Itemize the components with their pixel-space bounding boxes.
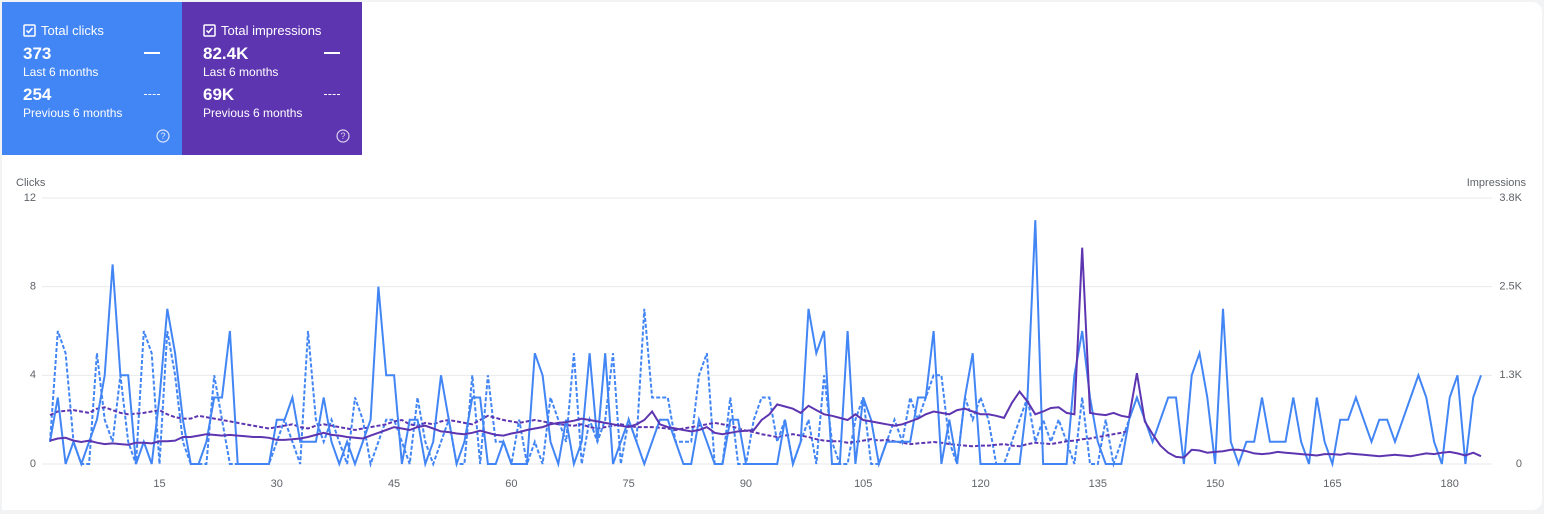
card-previous: 69K bbox=[203, 85, 235, 104]
card-previous-label: Previous 6 months bbox=[23, 106, 123, 120]
y-tick-label: 8 bbox=[30, 281, 36, 293]
card-current-label: Last 6 months bbox=[23, 65, 99, 79]
impressions-card[interactable]: Total impressions 82.4K Last 6 months 69… bbox=[182, 2, 362, 155]
dashed-icon bbox=[324, 94, 340, 95]
x-tick-label: 75 bbox=[623, 478, 635, 490]
x-tick-label: 135 bbox=[1089, 478, 1107, 490]
y2-axis-label: Impressions bbox=[1467, 177, 1527, 189]
x-tick-label: 30 bbox=[271, 478, 283, 490]
y-tick-label: 12 bbox=[24, 192, 36, 204]
checkbox[interactable] bbox=[203, 24, 216, 37]
svg-text:?: ? bbox=[160, 131, 165, 141]
checkbox[interactable] bbox=[23, 24, 36, 37]
card-title: Total impressions bbox=[221, 23, 322, 38]
svg-text:?: ? bbox=[340, 131, 345, 141]
card-current: 373 bbox=[23, 44, 52, 63]
card-current: 82.4K bbox=[203, 44, 249, 63]
y-tick-label: 4 bbox=[30, 369, 36, 381]
x-tick-label: 45 bbox=[388, 478, 400, 490]
clicks-card[interactable]: Total clicks 373 Last 6 months 254 Previ… bbox=[2, 2, 182, 155]
card-title: Total clicks bbox=[41, 23, 104, 38]
card-previous: 254 bbox=[23, 85, 52, 104]
x-tick-label: 180 bbox=[1441, 478, 1459, 490]
x-tick-label: 105 bbox=[854, 478, 872, 490]
y-axis-label: Clicks bbox=[16, 177, 46, 189]
y2-tick-label: 0 bbox=[1516, 458, 1522, 470]
solid-icon bbox=[144, 52, 160, 54]
x-tick-label: 60 bbox=[505, 478, 517, 490]
x-tick-label: 90 bbox=[740, 478, 752, 490]
solid-icon bbox=[324, 52, 340, 54]
y2-tick-label: 3.8K bbox=[1499, 192, 1522, 204]
series-line bbox=[49, 406, 1130, 448]
series-line bbox=[49, 247, 1482, 459]
y2-tick-label: 2.5K bbox=[1499, 281, 1522, 293]
card-previous-label: Previous 6 months bbox=[203, 106, 303, 120]
help-icon[interactable]: ? bbox=[336, 129, 350, 143]
card-current-label: Last 6 months bbox=[203, 65, 279, 79]
x-tick-label: 150 bbox=[1206, 478, 1224, 490]
y-tick-label: 0 bbox=[30, 458, 36, 470]
dashed-icon bbox=[144, 94, 160, 95]
y2-tick-label: 1.3K bbox=[1499, 369, 1522, 381]
x-tick-label: 120 bbox=[971, 478, 989, 490]
series-line bbox=[49, 220, 1482, 468]
help-icon[interactable]: ? bbox=[156, 129, 170, 143]
x-tick-label: 165 bbox=[1323, 478, 1341, 490]
x-tick-label: 15 bbox=[153, 478, 165, 490]
